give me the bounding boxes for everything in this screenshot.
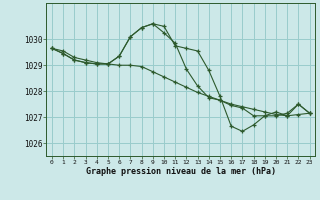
X-axis label: Graphe pression niveau de la mer (hPa): Graphe pression niveau de la mer (hPa) xyxy=(86,167,276,176)
